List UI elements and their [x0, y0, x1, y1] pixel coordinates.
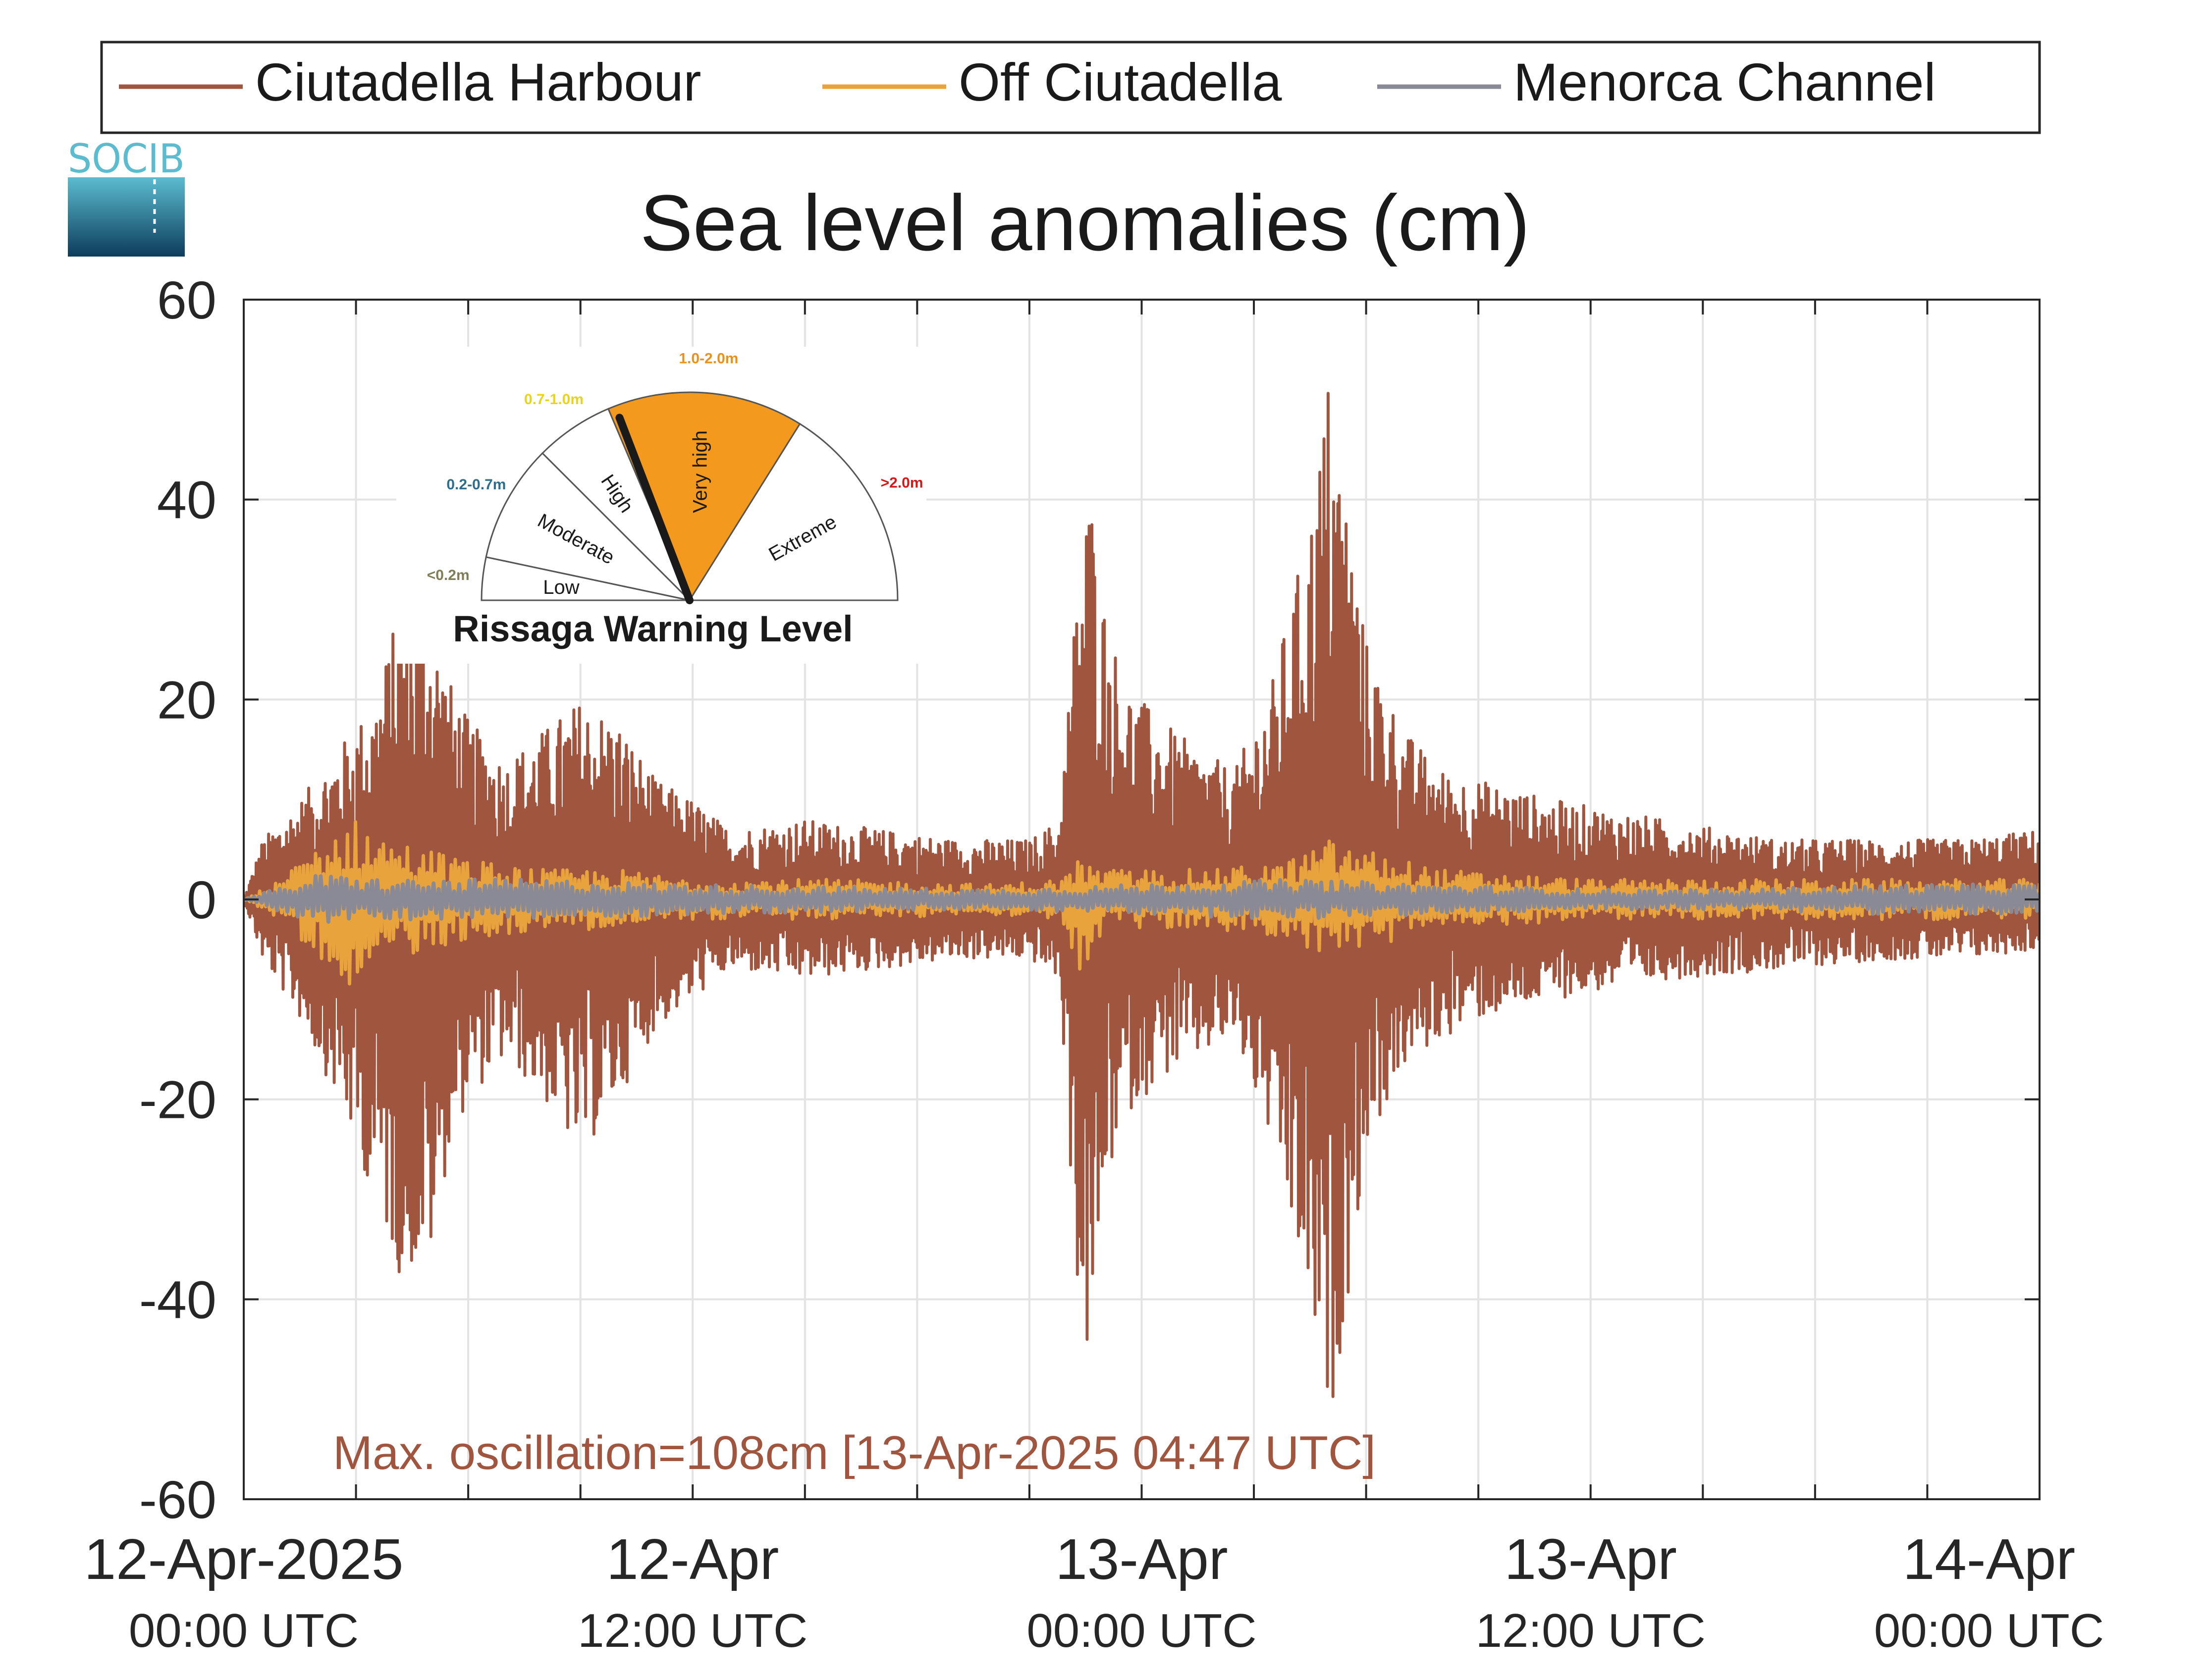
x-tick-date: 13-Apr [1505, 1527, 1677, 1591]
gauge-range-extreme: >2.0m [881, 474, 923, 491]
legend-label-menorca-channel: Menorca Channel [1513, 52, 1936, 112]
gauge-range-low: <0.2m [427, 567, 470, 583]
legend-box [100, 41, 2041, 134]
legend-label-ciutadella-harbour: Ciutadella Harbour [255, 52, 701, 112]
x-tick-date: 13-Apr [1055, 1527, 1228, 1591]
series-line-menorca-channel [244, 874, 2040, 924]
gauge-range-high: 0.7-1.0m [524, 391, 584, 408]
y-tick-label: -60 [139, 1470, 216, 1529]
gauge-title: Rissaga Warning Level [453, 608, 853, 649]
gauge-needle [615, 414, 694, 604]
gauge-sector-extreme [688, 422, 899, 601]
rissaga-gauge: Low Moderate High Very high Extreme <0.2… [396, 347, 926, 664]
y-tick-label: 60 [157, 270, 216, 330]
y-tick-label: -40 [139, 1269, 216, 1329]
legend-entry-menorca-channel: Menorca Channel [1377, 52, 1936, 112]
legend-entry-off-ciutadella: Off Ciutadella [822, 52, 1282, 112]
socib-logo-block [68, 177, 185, 257]
y-axis: 60 40 20 0 -20 -40 -60 [139, 270, 216, 1529]
x-tick-time: 12:00 UTC [578, 1604, 807, 1657]
x-axis: 12-Apr-2025 00:00 UTC 12-Apr 12:00 UTC 1… [84, 1527, 2104, 1657]
axis-ticks [243, 299, 2041, 1500]
gauge-sectors [481, 391, 899, 602]
series-layer [244, 392, 2040, 1398]
x-tick-time: 12:00 UTC [1476, 1604, 1706, 1657]
y-tick-label: 40 [157, 470, 216, 530]
x-tick-date: 14-Apr [1903, 1527, 2075, 1591]
gauge-sector-high [541, 408, 691, 601]
gauge-label-very-high: Very high [689, 430, 711, 513]
x-tick-time: 00:00 UTC [129, 1604, 359, 1657]
y-tick-label: 20 [157, 670, 216, 730]
x-tick-time: 00:00 UTC [1874, 1604, 2104, 1657]
chart-title: Sea level anomalies (cm) [640, 178, 1530, 267]
y-tick-label: -20 [139, 1070, 216, 1130]
max-oscillation-annotation: Max. oscillation=108cm [13-Apr-2025 04:4… [333, 1426, 1376, 1479]
x-tick-date: 12-Apr [606, 1527, 779, 1591]
gauge-sector-very-high [607, 391, 801, 602]
socib-logo-text: SOCIB [68, 136, 185, 182]
gauge-range-moderate: 0.2-0.7m [446, 476, 506, 493]
socib-logo: SOCIB [68, 136, 185, 257]
legend: Ciutadella Harbour Off Ciutadella Menorc… [100, 41, 2041, 134]
y-tick-label: 0 [187, 870, 216, 930]
legend-label-off-ciutadella: Off Ciutadella [959, 52, 1282, 112]
series-line-off-ciutadella [244, 820, 2040, 986]
legend-entry-ciutadella-harbour: Ciutadella Harbour [119, 52, 701, 112]
x-tick-time: 00:00 UTC [1026, 1604, 1256, 1657]
gauge-label-low: Low [543, 577, 579, 598]
x-tick-date: 12-Apr-2025 [84, 1527, 404, 1591]
gauge-sector-moderate [485, 452, 692, 602]
gauge-range-very-high: 1.0-2.0m [679, 351, 738, 367]
